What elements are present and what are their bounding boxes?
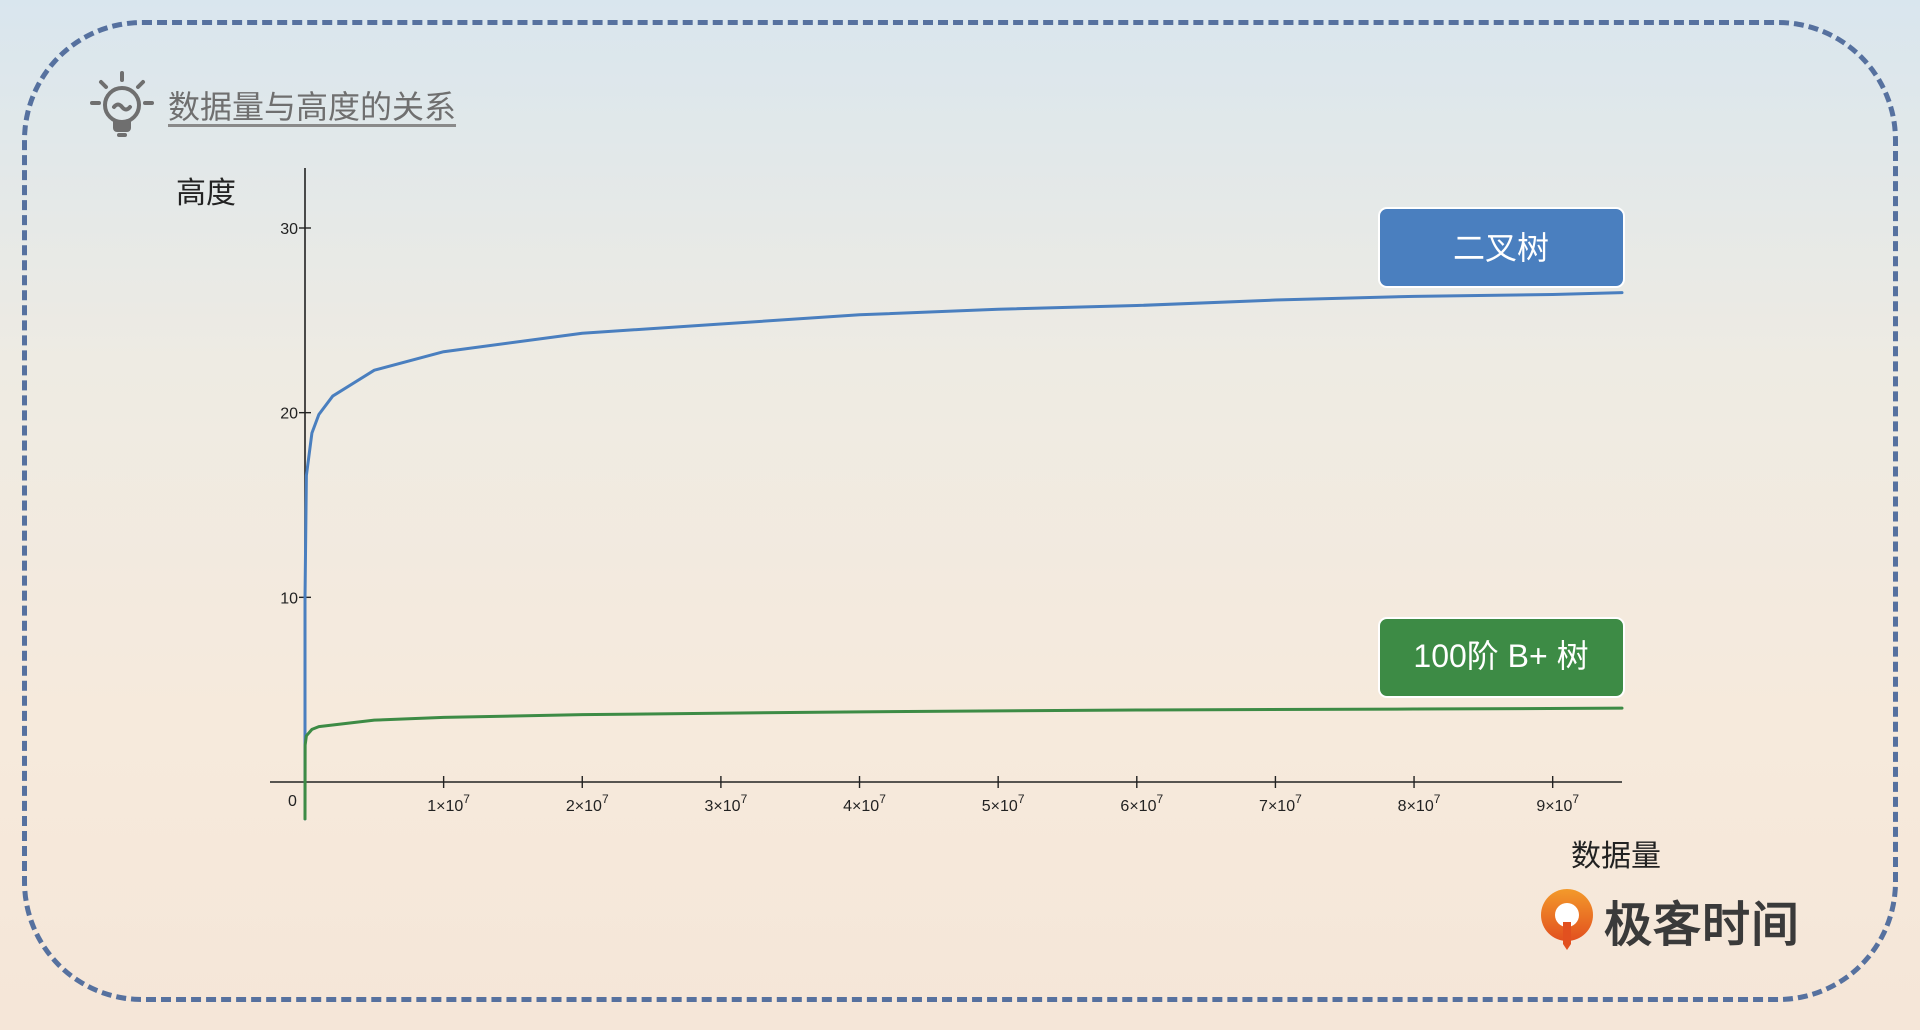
dashed-frame: [22, 20, 1898, 1002]
legend-binary-tree-box: [1378, 207, 1625, 288]
y-tick-label: 20: [280, 406, 298, 423]
x-tick-label: 6×107: [1120, 792, 1163, 815]
x-tick-label: 4×107: [843, 792, 886, 815]
x-tick-label: 9×107: [1536, 792, 1579, 815]
legend-binary-tree: 二叉树: [1378, 207, 1625, 288]
legend-bplus-tree-label: 100阶 B+ 树: [1413, 638, 1588, 674]
series-lines: [303, 291, 1624, 821]
x-tick-label: 8×107: [1398, 792, 1441, 815]
y-tick-label: 10: [280, 590, 298, 607]
x-tick-label: 5×107: [982, 792, 1025, 815]
x-tick-label: 7×107: [1259, 792, 1302, 815]
y-tick-label: 30: [280, 221, 298, 238]
x-ticks: 1×107 2×107 3×107 4×107 5×107 6×107 7×107 8×107…: [427, 776, 1579, 815]
x-tick-label: 2×107: [566, 792, 609, 815]
x-tick-label: 3×107: [705, 792, 748, 815]
series-binary-tree: [303, 291, 1624, 821]
brand-name: 极客时间: [1604, 899, 1801, 952]
x-tick-label: 1×107: [427, 792, 470, 815]
x-axis-title: 数据量: [1571, 840, 1661, 873]
page-title: 数据量与高度的关系: [168, 89, 457, 125]
origin-label: 0: [288, 793, 297, 810]
geektime-logo-icon: [1541, 889, 1593, 950]
legend-bplus-tree-box: [1378, 617, 1625, 698]
lightbulb-icon: [90, 71, 154, 137]
series-bplus-tree: [303, 706, 1624, 821]
legend-bplus-tree: 100阶 B+ 树: [1378, 617, 1625, 698]
legend-binary-tree-label: 二叉树: [1453, 230, 1549, 266]
y-axis-title: 高度: [176, 177, 236, 210]
brand-mark: 极客时间: [1538, 888, 1800, 952]
title-row: 数据量与高度的关系: [90, 70, 456, 140]
